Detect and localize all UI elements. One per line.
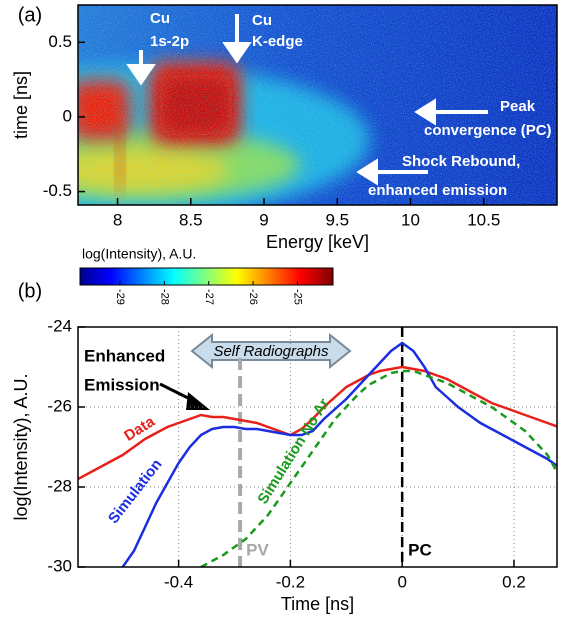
annotation: convergence (PC) — [424, 122, 552, 139]
series-label: Simulation — [105, 456, 166, 527]
x-tick-label: 0.2 — [502, 572, 526, 591]
plot-lines — [78, 327, 557, 567]
annotation: K-edge — [252, 33, 303, 50]
y-tick-label: -28 — [47, 476, 72, 495]
annotation: enhanced emission — [368, 182, 507, 199]
x-axis-label: Energy [keV] — [266, 232, 369, 252]
x-tick-label: 10.5 — [467, 210, 500, 229]
annotation: 1s-2p — [150, 33, 189, 50]
annotation: Peak — [500, 98, 536, 115]
annotation: Enhanced — [84, 346, 165, 365]
x-tick-label: -0.2 — [276, 572, 305, 591]
y-axis-label: log(Intensity), A.U. — [11, 373, 31, 520]
marker-label: PC — [408, 540, 432, 559]
colorbar-tick-label: -29 — [114, 289, 126, 305]
y-tick-label: -24 — [47, 316, 72, 335]
marker-label: PV — [246, 540, 269, 559]
series-line — [121, 341, 557, 567]
x-tick-label: 9 — [259, 210, 268, 229]
colorbar — [79, 267, 334, 286]
y-tick-label: -0.5 — [43, 181, 72, 200]
arrow-head — [414, 98, 436, 126]
x-tick-label: -0.4 — [164, 572, 193, 591]
annotation: Self Radiographs — [213, 343, 329, 360]
y-tick-label: 0.5 — [48, 32, 72, 51]
heatmap-arrows — [126, 14, 488, 186]
heatmap-noise — [78, 5, 557, 205]
colorbar-tick-label: -25 — [292, 289, 304, 305]
series-line — [78, 365, 557, 481]
x-tick-label: 8.5 — [179, 210, 203, 229]
panel-label: (b) — [18, 280, 42, 302]
heatmap-image — [78, 5, 557, 205]
panel-label: (a) — [18, 4, 42, 26]
x-tick-label: 9.5 — [325, 210, 349, 229]
annotation: Emission — [84, 375, 160, 394]
x-tick-label: 10 — [401, 210, 420, 229]
x-axis-label: Time [ns] — [281, 594, 354, 614]
series-line — [200, 369, 557, 567]
colorbar-tick-label: -26 — [247, 289, 259, 305]
colorbar-tick-label: -28 — [158, 289, 170, 305]
double-arrow — [190, 332, 352, 370]
arrow-head — [186, 392, 210, 410]
plot-frame — [77, 326, 558, 568]
y-tick-label: 0 — [63, 106, 72, 125]
y-tick-label: -30 — [47, 556, 72, 575]
colorbar-tick-label: -27 — [203, 289, 215, 305]
annotation: Cu — [150, 10, 170, 27]
arrow-head — [222, 42, 252, 64]
y-tick-label: -26 — [47, 396, 72, 415]
x-tick-label: 8 — [113, 210, 122, 229]
series-label: Data — [121, 413, 158, 445]
annotation: Shock Rebound, — [402, 153, 520, 170]
annotation: Cu — [252, 12, 272, 29]
arrow-head — [126, 64, 156, 86]
plot-frame — [77, 4, 558, 206]
arrow-head — [356, 158, 378, 186]
colorbar-label: log(Intensity), A.U. — [82, 246, 196, 262]
y-axis-label: time [ns] — [11, 71, 31, 139]
series-label: Simulation No Ar — [254, 395, 333, 507]
x-tick-label: 0 — [397, 572, 406, 591]
